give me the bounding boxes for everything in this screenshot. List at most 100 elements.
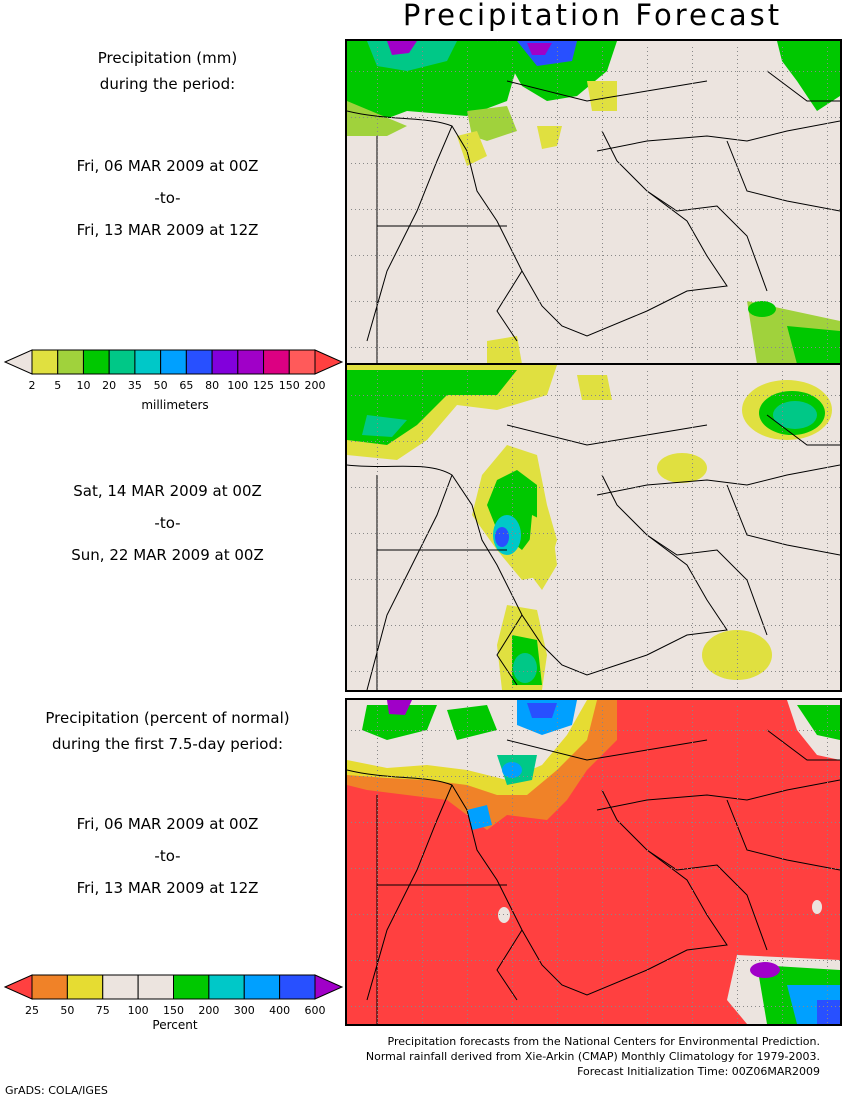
grid-dot	[467, 958, 468, 959]
grid-dot	[703, 347, 704, 348]
grid-dot	[737, 990, 738, 991]
grid-dot	[557, 451, 558, 452]
grid-dot	[692, 750, 693, 751]
grid-dot	[535, 625, 536, 626]
grid-dot	[775, 671, 776, 672]
grid-dot	[467, 894, 468, 895]
grid-dot	[647, 79, 648, 80]
grid-dot	[827, 155, 828, 156]
grid-dot	[692, 483, 693, 484]
grid-dot	[647, 111, 648, 112]
grid-dot	[512, 255, 513, 256]
grid-dot	[815, 209, 816, 210]
grid-dot	[463, 117, 464, 118]
grid-dot	[737, 379, 738, 380]
grid-dot	[723, 487, 724, 488]
grid-dot	[359, 533, 360, 534]
grid-dot	[737, 854, 738, 855]
grid-dot	[692, 858, 693, 859]
grid-dot	[431, 209, 432, 210]
grid-dot	[782, 379, 783, 380]
grid-dot	[387, 487, 388, 488]
grid-dot	[595, 487, 596, 488]
grid-dot	[559, 117, 560, 118]
grid-dot	[692, 187, 693, 188]
grid-dot	[827, 411, 828, 412]
grid-dot	[575, 776, 576, 777]
grid-dot	[512, 83, 513, 84]
grid-dot	[519, 533, 520, 534]
grid-dot	[407, 579, 408, 580]
grid-dot	[782, 219, 783, 220]
grid-dot	[602, 563, 603, 564]
grid-dot	[707, 730, 708, 731]
grid-dot	[787, 730, 788, 731]
grid-dot	[735, 625, 736, 626]
grid-dot	[557, 595, 558, 596]
grid-dot	[591, 71, 592, 72]
grid-dot	[467, 383, 468, 384]
grid-dot	[377, 798, 378, 799]
grid-dot	[763, 117, 764, 118]
colorbar-mm-units: millimeters	[141, 398, 209, 412]
grid-dot	[647, 135, 648, 136]
grid-dot	[643, 347, 644, 348]
grid-dot	[747, 625, 748, 626]
grid-dot	[557, 563, 558, 564]
grid-dot	[737, 571, 738, 572]
grid-dot	[595, 209, 596, 210]
grid-dot	[377, 123, 378, 124]
grid-dot	[643, 671, 644, 672]
grid-dot	[407, 625, 408, 626]
grid-dot	[602, 51, 603, 52]
grid-dot	[703, 71, 704, 72]
grid-dot	[615, 301, 616, 302]
grid-dot	[782, 738, 783, 739]
grid-dot	[602, 359, 603, 360]
grid-dot	[367, 163, 368, 164]
grid-dot	[571, 914, 572, 915]
grid-dot	[422, 942, 423, 943]
grid-dot	[557, 722, 558, 723]
grid-dot	[782, 718, 783, 719]
grid-dot	[377, 279, 378, 280]
grid-dot	[782, 183, 783, 184]
grid-dot	[422, 990, 423, 991]
grid-dot	[583, 914, 584, 915]
grid-dot	[737, 459, 738, 460]
grid-dot	[695, 533, 696, 534]
grid-dot	[531, 487, 532, 488]
grid-dot	[692, 607, 693, 608]
grid-dot	[783, 579, 784, 580]
grid-dot	[771, 579, 772, 580]
grid-dot	[599, 301, 600, 302]
grid-dot	[627, 533, 628, 534]
grid-dot	[567, 71, 568, 72]
grid-dot	[782, 858, 783, 859]
grid-dot	[692, 63, 693, 64]
grid-dot	[827, 403, 828, 404]
grid-dot	[583, 441, 584, 442]
grid-dot	[377, 782, 378, 783]
grid-dot	[557, 107, 558, 108]
grid-dot	[737, 671, 738, 672]
grid-dot	[411, 395, 412, 396]
grid-dot	[692, 535, 693, 536]
grid-dot	[471, 441, 472, 442]
grid-dot	[737, 335, 738, 336]
grid-dot	[643, 776, 644, 777]
grid-dot	[559, 347, 560, 348]
grid-dot	[727, 209, 728, 210]
grid-dot	[511, 301, 512, 302]
grid-dot	[377, 890, 378, 891]
grid-dot	[827, 974, 828, 975]
grid-dot	[419, 914, 420, 915]
grid-dot	[503, 347, 504, 348]
grid-dot	[827, 447, 828, 448]
grid-dot	[827, 479, 828, 480]
grid-dot	[422, 814, 423, 815]
grid-dot	[351, 671, 352, 672]
grid-dot	[377, 762, 378, 763]
grid-dot	[515, 625, 516, 626]
grid-dot	[699, 117, 700, 118]
